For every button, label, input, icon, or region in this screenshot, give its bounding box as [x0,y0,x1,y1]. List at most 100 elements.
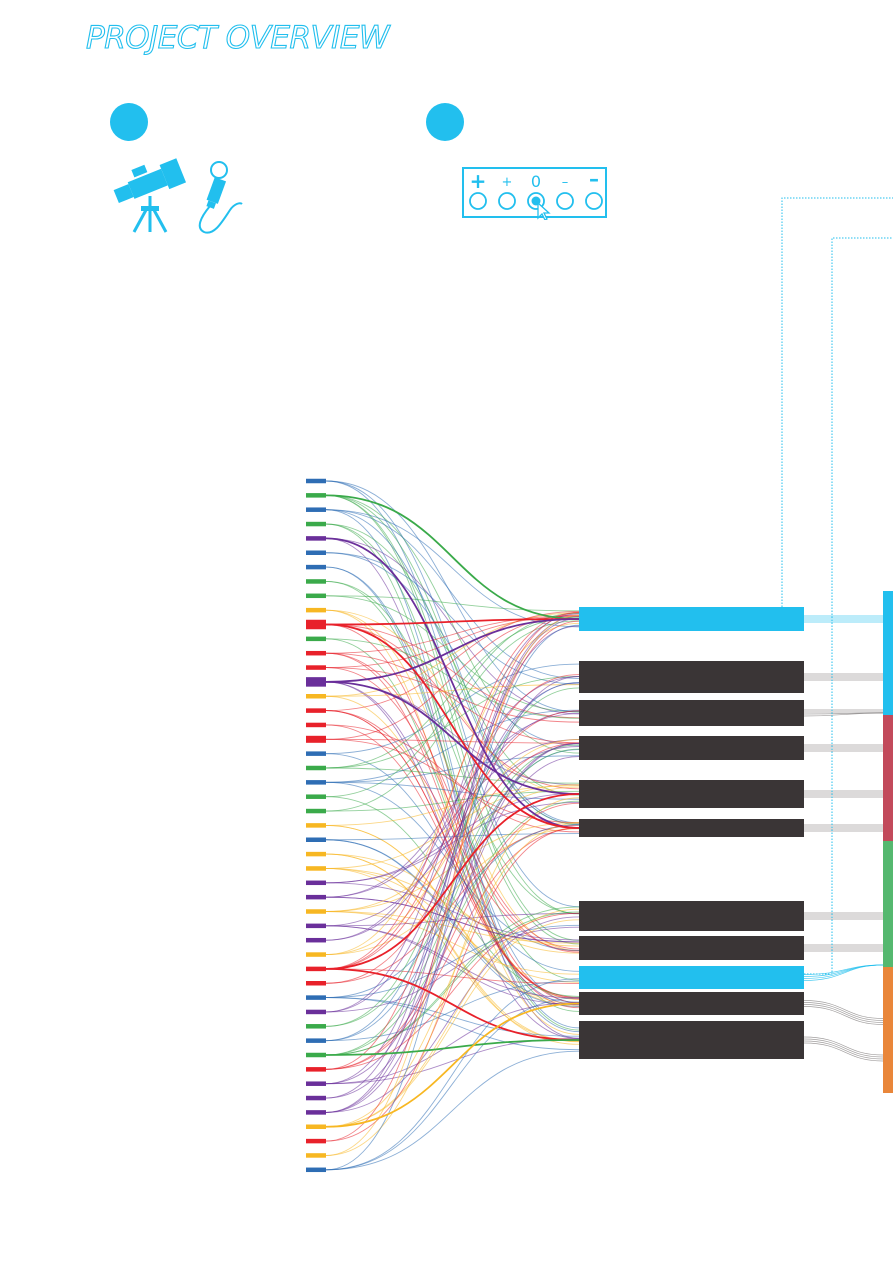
source-node [306,1138,326,1144]
flow-link [325,682,580,1013]
source-node [306,579,326,584]
source-node [306,1024,326,1029]
source-node [306,478,326,484]
target-node [579,992,804,1015]
flow-link [325,710,580,952]
source-node [306,619,326,630]
source-node [306,593,326,599]
source-node [306,536,326,541]
output-link [803,964,884,977]
flow-link [325,868,580,983]
output-link [803,1004,884,1023]
flow-link [325,824,580,1007]
flow-link [325,742,580,1113]
flow-link [325,1050,580,1171]
flow-link [325,480,580,908]
flow-link-strong [325,618,580,683]
flow-link [325,681,580,1006]
source-node [306,751,326,756]
source-node [306,1110,326,1115]
flow-link [325,624,580,1171]
source-node [306,995,326,1000]
scale-label-plus-strong: + [470,169,487,193]
output-link [803,1006,884,1025]
flow-link [325,827,580,1070]
flow-link [325,926,580,1013]
flow-link [325,919,580,1128]
output-link [803,1040,884,1060]
flow-link [325,709,580,783]
flow-link [325,997,580,1171]
flow-link [325,743,580,1085]
flow-link-strong [325,1039,580,1056]
flow-link [325,624,580,790]
output-link [803,1036,884,1056]
target-node [579,700,804,726]
source-node [306,1153,326,1158]
output-link [803,1038,884,1058]
source-node [306,823,326,828]
flow-link [325,595,580,612]
source-node [306,1067,326,1072]
flow-link [325,595,580,713]
flow-link-strong [325,793,580,970]
flow-link [325,480,580,824]
flow-link [325,609,580,952]
source-node [306,880,326,886]
category-segment [883,715,893,841]
rating-scale-icon: + + 0 – – [462,166,610,221]
source-node [306,493,326,498]
flow-link [325,663,580,755]
flow-link [325,827,580,1142]
flow-link [325,742,580,984]
target-node [579,607,804,631]
flow-link [325,997,580,1037]
flow-link [325,609,580,795]
source-node [306,866,326,871]
flow-link-strong [325,623,580,829]
source-node [306,923,326,929]
source-node [306,765,326,771]
source-node [306,909,326,914]
category-segment [883,841,893,967]
source-node [306,607,326,613]
flow-link [325,616,580,769]
flow-link [325,667,580,723]
source-node [306,851,326,857]
flow-link [325,710,580,941]
output-link [803,1002,884,1021]
flow-link [325,537,580,715]
flow-link-strong [325,537,580,829]
scale-label-minus: – [562,175,569,190]
dotted-connector [781,197,893,607]
flow-link [325,523,580,1031]
flow-link [325,767,580,784]
source-node [306,1009,326,1015]
scale-label-plus: + [502,175,513,190]
flow-link [325,674,580,970]
flow-link [325,494,580,941]
flow-link [325,509,580,680]
source-node [306,722,326,728]
flow-link [325,552,580,746]
flow-link [325,824,580,999]
target-node [579,819,804,837]
microphone-icon [196,158,246,236]
category-segment [883,967,893,1093]
flow-link [325,792,580,884]
target-node [579,966,804,989]
flow-link [325,906,580,1056]
flow-link [325,494,580,754]
flow-link [325,839,580,1003]
source-node [306,708,326,713]
source-node [306,636,326,642]
flow-link [325,978,580,1171]
source-node [306,694,326,699]
source-node [306,981,326,986]
flow-link [325,552,580,685]
target-node [579,780,804,808]
flow-link [325,675,580,769]
source-node [306,894,326,900]
source-node [306,1124,326,1129]
